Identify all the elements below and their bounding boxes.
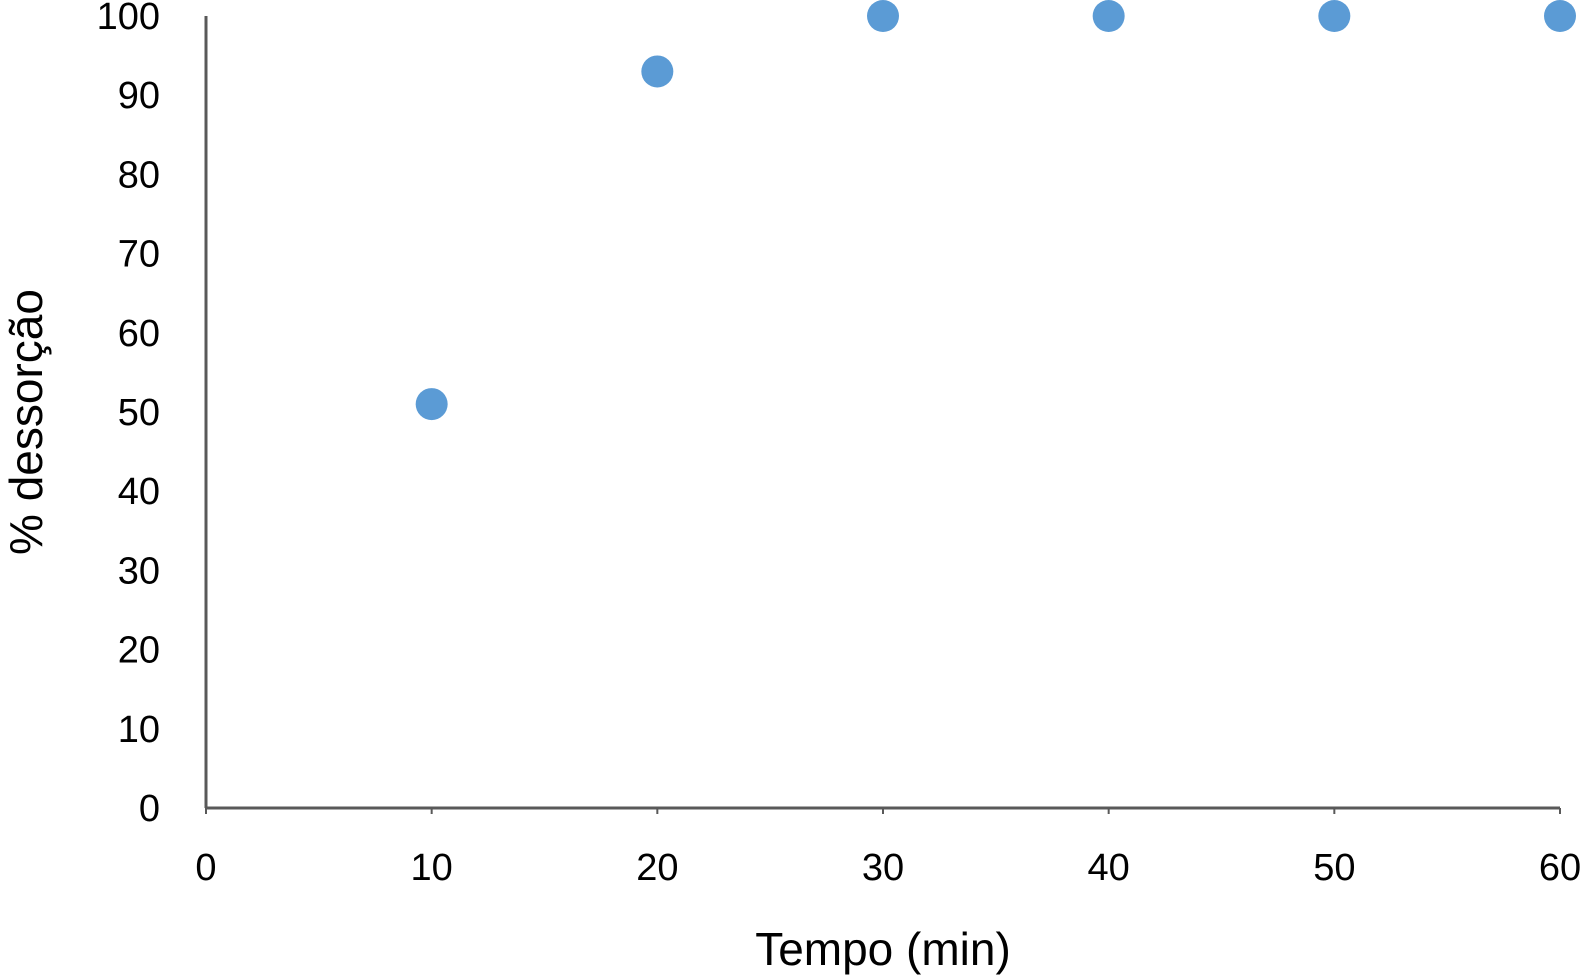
y-tick-label: 30	[118, 550, 160, 592]
data-point	[641, 55, 674, 88]
data-point	[867, 0, 899, 32]
y-axis-title: % dessorção	[0, 289, 52, 555]
x-axis-title: Tempo (min)	[755, 923, 1011, 975]
x-tick-label: 30	[862, 847, 904, 889]
y-tick-label: 60	[118, 313, 160, 355]
data-point	[1318, 0, 1351, 32]
data-points	[415, 0, 1576, 421]
y-tick-label: 20	[118, 630, 160, 672]
y-axis: 0 10 20 30 40 50 60 70 80 90 100	[97, 0, 208, 830]
x-tick-label: 50	[1313, 847, 1355, 889]
y-tick-label: 100	[97, 0, 160, 38]
x-tick-label: 10	[411, 847, 453, 889]
y-tick-label: 0	[139, 788, 160, 830]
y-tick-label: 70	[118, 234, 160, 276]
x-axis: 0 10 20 30 40 50 60	[195, 806, 1581, 889]
data-point	[1544, 0, 1576, 32]
x-tick-label: 20	[636, 847, 678, 889]
y-tick-label: 50	[118, 392, 160, 434]
data-point	[1092, 0, 1125, 32]
data-point	[415, 388, 448, 421]
x-tick-label: 60	[1539, 847, 1581, 889]
x-tick-label: 0	[195, 847, 216, 889]
y-tick-label: 40	[118, 471, 160, 513]
x-tick-label: 40	[1088, 847, 1130, 889]
y-tick-label: 80	[118, 154, 160, 196]
y-tick-label: 10	[118, 709, 160, 751]
y-tick-label: 90	[118, 75, 160, 117]
